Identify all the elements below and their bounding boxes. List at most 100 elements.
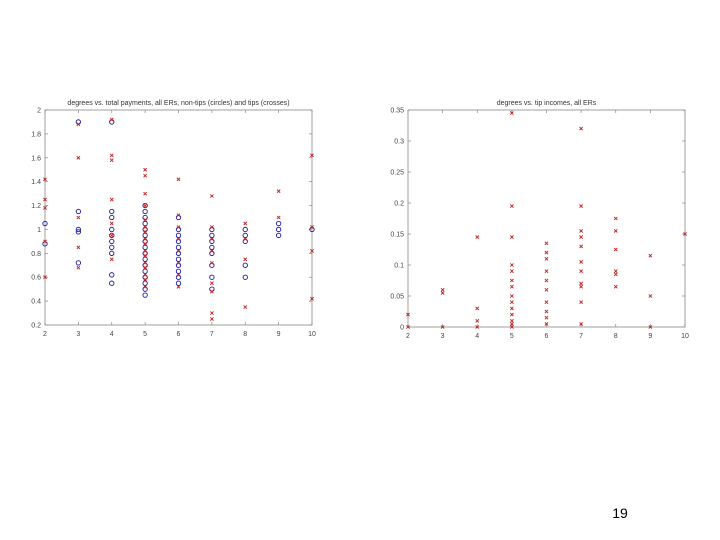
y-tick-label: 1.6 [31, 155, 41, 162]
cross-stroke [109, 233, 114, 238]
cross-stroke [579, 228, 584, 233]
x-tick-label: 8 [243, 331, 247, 338]
y-tick-label: 0.8 [31, 251, 41, 258]
data-point-circle [209, 244, 215, 251]
data-point-cross [143, 191, 148, 196]
data-point-cross [109, 117, 114, 122]
data-point-cross [176, 213, 181, 218]
data-point-cross [310, 249, 314, 253]
cross-stroke [579, 269, 584, 274]
cross-stroke [544, 309, 549, 314]
y-tick-label: 1.2 [31, 203, 41, 210]
cross-stroke [209, 289, 214, 294]
data-point-circle [142, 250, 148, 256]
data-point-cross [43, 197, 47, 202]
data-point-circle [75, 226, 82, 233]
data-point-cross [440, 290, 445, 295]
data-point-cross [613, 247, 618, 252]
cross-stroke [143, 203, 148, 208]
cross-stroke [243, 237, 248, 241]
cross-stroke [544, 287, 549, 292]
cross-stroke [143, 253, 148, 258]
data-point-circle [175, 232, 182, 239]
cross-stroke [143, 229, 148, 234]
cross-stroke [579, 244, 584, 249]
cross-stroke [509, 284, 514, 289]
x-tick-label: 3 [76, 331, 80, 338]
data-point-circle [142, 238, 148, 245]
data-point-circle [142, 262, 148, 268]
cross-stroke [76, 122, 81, 127]
cross-stroke [43, 239, 47, 244]
data-point-circle [75, 119, 82, 125]
data-point-circle [142, 268, 148, 274]
cross-stroke [176, 260, 181, 265]
cross-stroke [176, 249, 181, 253]
data-point-cross [109, 158, 114, 163]
cross-stroke [109, 158, 114, 163]
cross-stroke [43, 197, 47, 202]
data-point-cross [43, 177, 47, 182]
data-point-cross [648, 325, 653, 329]
data-point-circle [175, 250, 182, 256]
cross-stroke [76, 215, 81, 220]
data-point-cross [176, 237, 181, 241]
data-point-cross [509, 284, 514, 289]
data-point-cross [310, 296, 314, 301]
data-point-cross [109, 233, 114, 238]
data-point-cross [143, 225, 148, 229]
data-point-cross [209, 281, 214, 286]
data-point-cross [579, 244, 584, 249]
data-point-cross [613, 272, 618, 277]
data-point-circle [142, 226, 148, 233]
data-point-cross [209, 194, 214, 198]
chart-title: degrees vs. total payments, all ERs, non… [67, 100, 289, 107]
cross-stroke [109, 153, 114, 158]
data-point-cross [143, 260, 148, 265]
data-point-circle [209, 238, 215, 245]
cross-stroke [475, 318, 480, 323]
data-point-cross [509, 300, 514, 305]
x-tick-label: 7 [210, 331, 214, 338]
cross-stroke [509, 294, 514, 298]
data-point-circle [75, 260, 82, 266]
cross-stroke [209, 260, 214, 265]
cross-stroke [509, 204, 514, 209]
cross-stroke [648, 325, 653, 329]
cross-stroke [509, 300, 514, 305]
cross-stroke [209, 225, 214, 229]
y-tick-label: 2 [37, 108, 41, 115]
y-tick-label: 1 [37, 227, 41, 234]
y-tick-label: 0.2 [394, 201, 404, 208]
x-tick-label: 2 [406, 333, 410, 340]
data-point-circle [142, 292, 148, 298]
data-point-cross [579, 126, 584, 131]
cross-stroke [613, 269, 618, 274]
cross-stroke [276, 189, 281, 194]
data-point-cross [43, 275, 47, 280]
cross-stroke [579, 126, 584, 131]
data-point-cross [440, 287, 445, 292]
x-tick-label: 6 [545, 333, 549, 340]
data-point-circle [109, 250, 115, 256]
cross-stroke [176, 237, 181, 241]
data-point-cross [143, 203, 148, 208]
cross-stroke [143, 277, 148, 282]
cross-stroke [509, 269, 514, 274]
data-point-cross [544, 269, 549, 274]
data-point-circle [142, 244, 148, 251]
data-point-cross [143, 284, 148, 289]
cross-stroke [143, 249, 148, 253]
data-point-cross [209, 225, 214, 229]
data-point-cross [475, 306, 480, 311]
data-point-cross [143, 217, 148, 222]
data-point-cross [143, 173, 148, 178]
y-tick-label: 1.8 [31, 131, 41, 138]
data-point-cross [544, 321, 549, 326]
cross-stroke [406, 312, 410, 317]
data-point-cross [43, 206, 47, 210]
cross-stroke [509, 263, 514, 267]
data-point-cross [509, 269, 514, 274]
data-point-circle [142, 202, 148, 209]
x-tick-label: 4 [110, 331, 114, 338]
